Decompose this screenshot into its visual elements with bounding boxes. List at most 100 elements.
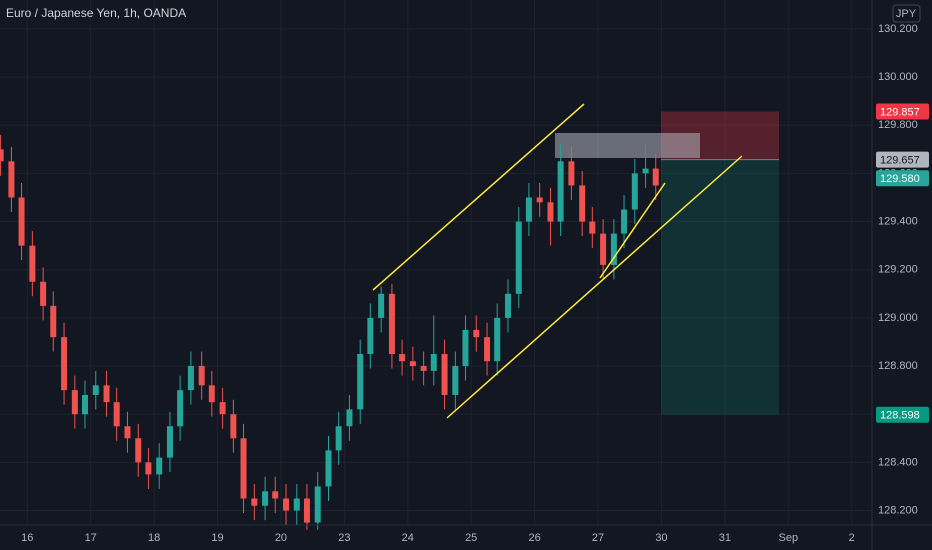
trend-line[interactable] <box>446 155 743 419</box>
candle-body <box>283 498 290 511</box>
x-tick-label: Sep <box>778 532 798 544</box>
candle-body <box>240 438 247 499</box>
candle-body <box>515 221 522 294</box>
candle-body <box>473 329 480 338</box>
candle-body <box>346 409 353 427</box>
x-tick-label: 25 <box>465 532 477 544</box>
y-tick-label: 129.200 <box>878 264 918 276</box>
price-tag <box>876 151 929 168</box>
price-tag <box>876 103 929 120</box>
candle-body <box>177 390 184 427</box>
candle-body <box>484 337 491 362</box>
candle-body <box>198 366 205 386</box>
candle-body <box>441 354 448 395</box>
price-tag <box>876 170 929 187</box>
candle-body <box>272 491 279 499</box>
candle-body <box>325 450 332 487</box>
candle-body <box>367 317 374 355</box>
candle-body <box>145 462 152 475</box>
x-tick-label: 27 <box>592 532 604 544</box>
candle-body <box>589 221 596 234</box>
currency-box[interactable] <box>892 4 921 23</box>
candle-body <box>92 385 99 395</box>
grid <box>0 0 872 525</box>
candle-body <box>314 486 321 523</box>
candle-body <box>61 337 68 391</box>
y-tick-label: 130.000 <box>878 71 918 83</box>
candle-body <box>0 149 4 162</box>
x-tick-label: 2 <box>849 532 855 544</box>
candle-body <box>71 390 78 415</box>
x-tick-label: 26 <box>528 532 540 544</box>
y-tick-label: 128.200 <box>878 504 918 516</box>
candles <box>0 134 659 530</box>
candle-body <box>557 161 564 222</box>
candle-body <box>187 366 194 391</box>
candle-body <box>452 366 459 395</box>
y-tick-label: 130.200 <box>878 23 918 35</box>
x-tick-label: 23 <box>338 532 350 544</box>
candle-body <box>40 281 47 306</box>
candle-body <box>335 426 342 451</box>
candle-body <box>18 197 25 246</box>
candle-body <box>525 197 532 222</box>
candle-body <box>103 385 110 403</box>
candle-body <box>652 168 659 186</box>
candle-body <box>600 233 607 265</box>
y-tick-label: 128.800 <box>878 360 918 372</box>
candle-body <box>420 366 427 371</box>
candle-body <box>568 161 575 186</box>
candle-body <box>166 426 173 458</box>
x-tick-label: 19 <box>211 532 223 544</box>
x-tick-label: 30 <box>655 532 667 544</box>
candle-body <box>631 173 638 210</box>
x-tick-label: 24 <box>402 532 414 544</box>
position-tool[interactable] <box>661 111 779 415</box>
candle-body <box>579 185 586 222</box>
candle-body <box>262 491 269 506</box>
candle-body <box>462 329 469 367</box>
candle-body <box>156 457 163 475</box>
highlight-box[interactable] <box>555 133 700 158</box>
price-tag-label: 129.657 <box>880 155 920 167</box>
price-tag-label: 129.857 <box>880 106 920 118</box>
candle-body <box>610 233 617 265</box>
trend-line[interactable] <box>372 103 585 291</box>
candle-body <box>388 293 395 355</box>
candle-body <box>504 293 511 318</box>
x-tick-label: 31 <box>719 532 731 544</box>
currency[interactable]: JPY <box>896 8 917 20</box>
candle-body <box>124 426 131 439</box>
y-tick-label: 128.400 <box>878 456 918 468</box>
candle-body <box>8 161 15 198</box>
price-tag-label: 129.580 <box>880 173 920 185</box>
candle-body <box>303 498 310 523</box>
candle-body <box>409 361 416 367</box>
price-tags: 129.857 129.657 129.580 128.598 <box>876 103 929 423</box>
x-tick-label: 17 <box>85 532 97 544</box>
candle-body <box>642 168 649 174</box>
candle-body <box>293 498 300 511</box>
candle-body <box>536 197 543 203</box>
target-zone[interactable] <box>661 159 779 415</box>
trend-line[interactable] <box>599 182 666 279</box>
candle-body <box>113 402 120 427</box>
candle-body <box>399 354 406 362</box>
candle-body <box>208 385 215 403</box>
price-tag-label: 128.598 <box>880 410 920 422</box>
candle-body <box>230 414 237 439</box>
candle-body <box>29 245 36 282</box>
x-tick-label: 16 <box>21 532 33 544</box>
candle-body <box>494 317 501 362</box>
candle-body <box>357 354 364 410</box>
y-tick-label: 129.800 <box>878 119 918 131</box>
candle-body <box>219 402 226 415</box>
x-tick-label: 18 <box>148 532 160 544</box>
chart-title: Euro / Japanese Yen, 1h, OANDA <box>6 6 186 20</box>
y-tick-label: 129.400 <box>878 215 918 227</box>
candle-body <box>135 438 142 463</box>
candle-body <box>430 354 437 371</box>
